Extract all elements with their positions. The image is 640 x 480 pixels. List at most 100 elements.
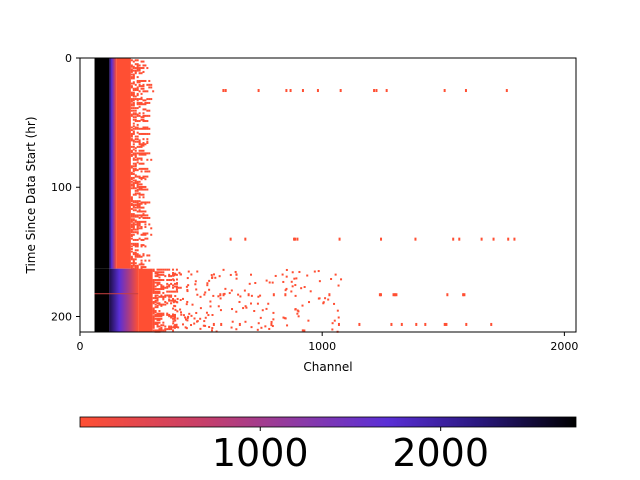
scatter-pixel — [132, 60, 135, 63]
scatter-pixel — [140, 79, 143, 82]
scatter-pixel — [136, 202, 139, 205]
scatter-pixel — [138, 210, 141, 213]
scatter-pixel — [130, 213, 133, 216]
scatter-pixel — [248, 282, 251, 285]
scatter-pixel — [138, 112, 141, 115]
outlier-pixel — [224, 89, 227, 93]
scatter-pixel — [138, 98, 141, 101]
scatter-pixel — [142, 112, 145, 115]
scatter-pixel — [170, 328, 173, 331]
scatter-pixel — [291, 285, 294, 288]
scatter-pixel — [166, 268, 169, 271]
scatter-pixel — [138, 101, 141, 104]
scatter-pixel — [134, 156, 137, 159]
scatter-pixel — [237, 293, 240, 296]
scatter-pixel — [152, 317, 155, 320]
scatter-pixel — [138, 140, 141, 143]
scatter-pixel — [204, 316, 207, 319]
scatter-pixel — [140, 158, 143, 161]
scatter-pixel — [164, 325, 167, 328]
scatter-pixel — [231, 320, 234, 323]
scatter-pixel — [136, 87, 139, 90]
scatter-pixel — [138, 143, 141, 146]
scatter-pixel — [172, 301, 175, 304]
scatter-pixel — [130, 77, 133, 80]
scatter-pixel — [132, 213, 135, 216]
scatter-pixel — [136, 183, 139, 186]
scatter-pixel — [140, 185, 143, 188]
scatter-pixel — [285, 275, 288, 278]
low-intensity-region — [116, 58, 131, 269]
scatter-pixel — [154, 303, 157, 306]
scatter-pixel — [134, 187, 137, 190]
scatter-pixel — [162, 268, 165, 271]
scatter-pixel — [219, 297, 222, 300]
scatter-pixel — [154, 311, 157, 314]
scatter-pixel — [140, 214, 143, 217]
scatter-pixel — [134, 72, 137, 75]
scatter-pixel — [136, 68, 139, 71]
scatter-pixel — [142, 263, 145, 266]
scatter-pixel — [152, 269, 155, 272]
scatter-pixel — [132, 184, 135, 187]
scatter-pixel — [130, 103, 133, 106]
scatter-pixel — [152, 290, 155, 293]
scatter-pixel — [186, 319, 189, 322]
scatter-pixel — [144, 126, 147, 129]
scatter-pixel — [140, 167, 143, 170]
scatter-pixel — [130, 235, 133, 238]
scatter-pixel — [132, 222, 135, 225]
scatter-pixel — [154, 300, 157, 303]
scatter-pixel — [154, 310, 157, 313]
scatter-pixel — [152, 286, 155, 289]
scatter-pixel — [134, 238, 137, 241]
scatter-pixel — [156, 302, 159, 305]
outlier-pixel — [443, 322, 446, 326]
plot-frame — [79, 57, 577, 333]
scatter-pixel — [144, 127, 147, 130]
scatter-pixel — [140, 176, 143, 179]
scatter-pixel — [144, 233, 147, 236]
scatter-pixel — [134, 192, 137, 195]
scatter-pixel — [130, 104, 133, 107]
scatter-pixel — [130, 231, 133, 234]
scatter-pixel — [170, 279, 173, 282]
scatter-pixel — [140, 262, 143, 265]
scatter-pixel — [134, 112, 137, 115]
scatter-pixel — [146, 98, 149, 101]
scatter-pixel — [208, 288, 211, 291]
scatter-pixel — [170, 315, 173, 318]
scatter-pixel — [150, 98, 153, 101]
scatter-pixel — [154, 285, 157, 288]
scatter-pixel — [146, 138, 149, 141]
scatter-pixel — [196, 270, 199, 273]
scatter-pixel — [176, 290, 179, 293]
scatter-pixel — [132, 101, 135, 104]
outlier-pixel — [458, 237, 461, 241]
scatter-pixel — [172, 299, 175, 302]
scatter-pixel — [136, 192, 139, 195]
scatter-pixel — [138, 67, 141, 70]
scatter-pixel — [130, 229, 133, 232]
scatter-pixel — [140, 210, 143, 213]
scatter-pixel — [132, 94, 135, 97]
scatter-pixel — [211, 276, 214, 279]
scatter-pixel — [138, 153, 141, 156]
scatter-pixel — [154, 294, 157, 297]
scatter-pixel — [140, 238, 143, 241]
scatter-pixel — [281, 273, 284, 276]
scatter-pixel — [142, 144, 145, 147]
scatter-pixel — [142, 244, 145, 247]
scatter-pixel — [160, 271, 163, 274]
scatter-pixel — [142, 167, 145, 170]
scatter-pixel — [259, 294, 262, 297]
scatter-pixel — [176, 317, 179, 320]
scatter-pixel — [271, 325, 274, 328]
scatter-pixel — [152, 329, 155, 332]
scatter-pixel — [136, 138, 139, 141]
scatter-pixel — [199, 295, 202, 298]
scatter-pixel — [274, 274, 277, 277]
scatter-pixel — [142, 210, 145, 213]
scatter-pixel — [134, 201, 137, 204]
scatter-pixel — [142, 213, 145, 216]
